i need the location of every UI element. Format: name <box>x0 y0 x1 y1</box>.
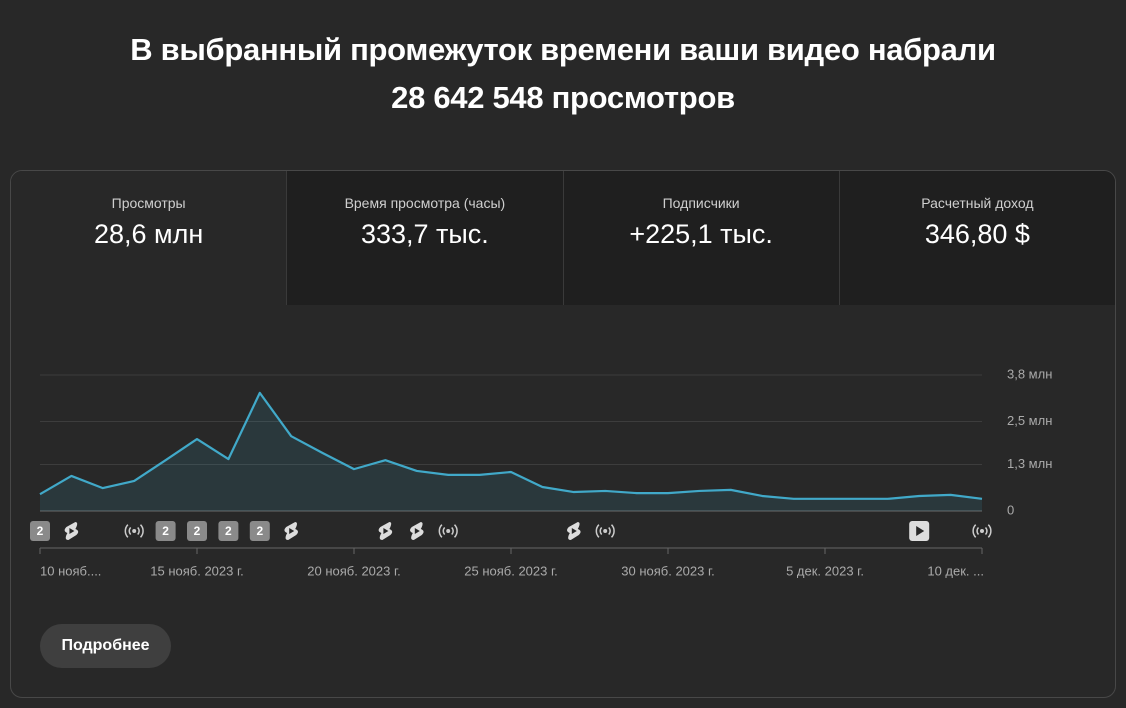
live-dot <box>603 529 608 533</box>
event-marker-badge: 2 <box>30 521 50 541</box>
live-wave <box>984 526 988 536</box>
live-wave <box>608 526 611 536</box>
badge-label: 2 <box>256 524 263 538</box>
metric-value: 333,7 тыс. <box>360 219 489 249</box>
event-marker-short <box>378 522 393 540</box>
metric-label: Расчетный доход <box>921 195 1034 211</box>
title: В выбранный промежуток времени ваши виде… <box>0 26 1126 122</box>
video-play <box>916 526 925 536</box>
area <box>40 392 982 511</box>
live-wave <box>453 524 458 538</box>
live-wave <box>599 526 603 536</box>
badge-box <box>30 521 50 541</box>
badge-box <box>218 521 239 541</box>
shorts-play <box>69 528 75 534</box>
x-tick-label: 25 нояб. 2023 г. <box>464 563 558 578</box>
shorts-play <box>289 528 295 534</box>
badge-box <box>249 521 270 541</box>
live-wave <box>128 526 132 536</box>
metric-value: +225,1 тыс. <box>629 219 773 249</box>
metric-value: 28,6 млн <box>93 219 204 249</box>
event-marker-badge: 2 <box>249 521 270 541</box>
event-marker-short <box>64 522 79 540</box>
live-wave <box>451 526 454 536</box>
live-dot <box>132 529 137 533</box>
live-wave <box>137 526 140 536</box>
event-marker-live <box>595 524 615 538</box>
live-wave <box>139 524 144 538</box>
event-marker-video <box>909 521 930 541</box>
badge-box <box>155 521 176 541</box>
metric-tab[interactable]: Расчетный доход 346,80 $ <box>838 171 1115 305</box>
analytics-card: Просмотры 28,6 млн Время просмотра (часы) 3… <box>10 170 1116 698</box>
event-marker-short <box>410 522 424 540</box>
y-tick-label: 2,5 млн <box>1007 413 1052 428</box>
live-wave <box>595 524 600 538</box>
live-wave <box>442 526 446 536</box>
live-wave <box>972 524 977 538</box>
shorts-play <box>571 528 577 534</box>
line <box>39 391 983 500</box>
metric-tab[interactable]: Просмотры 28,6 млн <box>11 171 287 305</box>
event-marker-badge: 2 <box>155 521 176 541</box>
metric-tab[interactable]: Время просмотра (часы) 333,7 тыс. <box>286 171 563 305</box>
event-marker-badge: 2 <box>218 521 239 541</box>
live-wave <box>976 526 980 536</box>
event-marker-short <box>284 522 298 540</box>
badge-label: 2 <box>162 524 169 538</box>
event-marker-live <box>124 524 144 538</box>
metric-value: 346,80 $ <box>924 219 1030 249</box>
badge-label: 2 <box>225 524 232 538</box>
metric-tab[interactable]: Подписчики +225,1 тыс. <box>562 171 839 305</box>
live-wave <box>124 524 129 538</box>
event-marker-live <box>438 524 458 538</box>
more-button[interactable]: Подробнее <box>40 624 171 668</box>
shorts-play <box>414 528 420 534</box>
x-tick-label: 5 дек. 2023 г. <box>786 563 864 578</box>
live-dot <box>980 529 984 533</box>
x-tick-label: 10 дек. ... <box>927 563 984 578</box>
y-tick-label: 0 <box>1007 502 1014 517</box>
x-tick-label: 15 нояб. 2023 г. <box>150 563 244 578</box>
live-wave <box>987 524 992 538</box>
x-tick-label: 30 нояб. 2023 г. <box>621 563 715 578</box>
live-dot <box>446 529 451 533</box>
badge-box <box>187 521 207 541</box>
y-tick-label: 3,8 млн <box>1007 366 1052 381</box>
metric-label: Время просмотра (часы) <box>344 195 506 211</box>
metric-tabs: Просмотры 28,6 млн Время просмотра (часы) 3… <box>11 171 1115 305</box>
x-tick-label: 20 нояб. 2023 г. <box>307 563 401 578</box>
event-marker-live <box>972 524 992 538</box>
x-tick-label: 10 нояб.... <box>40 563 101 578</box>
badge-label: 2 <box>37 524 44 538</box>
shorts-play <box>383 528 389 534</box>
metric-label: Подписчики <box>662 195 740 211</box>
badge-label: 2 <box>194 524 201 538</box>
y-tick-label: 1,3 млн <box>1007 456 1052 471</box>
live-wave <box>610 524 615 538</box>
event-marker-badge: 2 <box>187 521 207 541</box>
title-line: В выбранный промежуток времени ваши виде… <box>130 32 996 67</box>
title-line: 28 642 548 просмотров <box>391 80 735 115</box>
event-marker-short <box>567 522 581 540</box>
live-wave <box>438 524 443 538</box>
metric-label: Просмотры <box>111 195 186 211</box>
